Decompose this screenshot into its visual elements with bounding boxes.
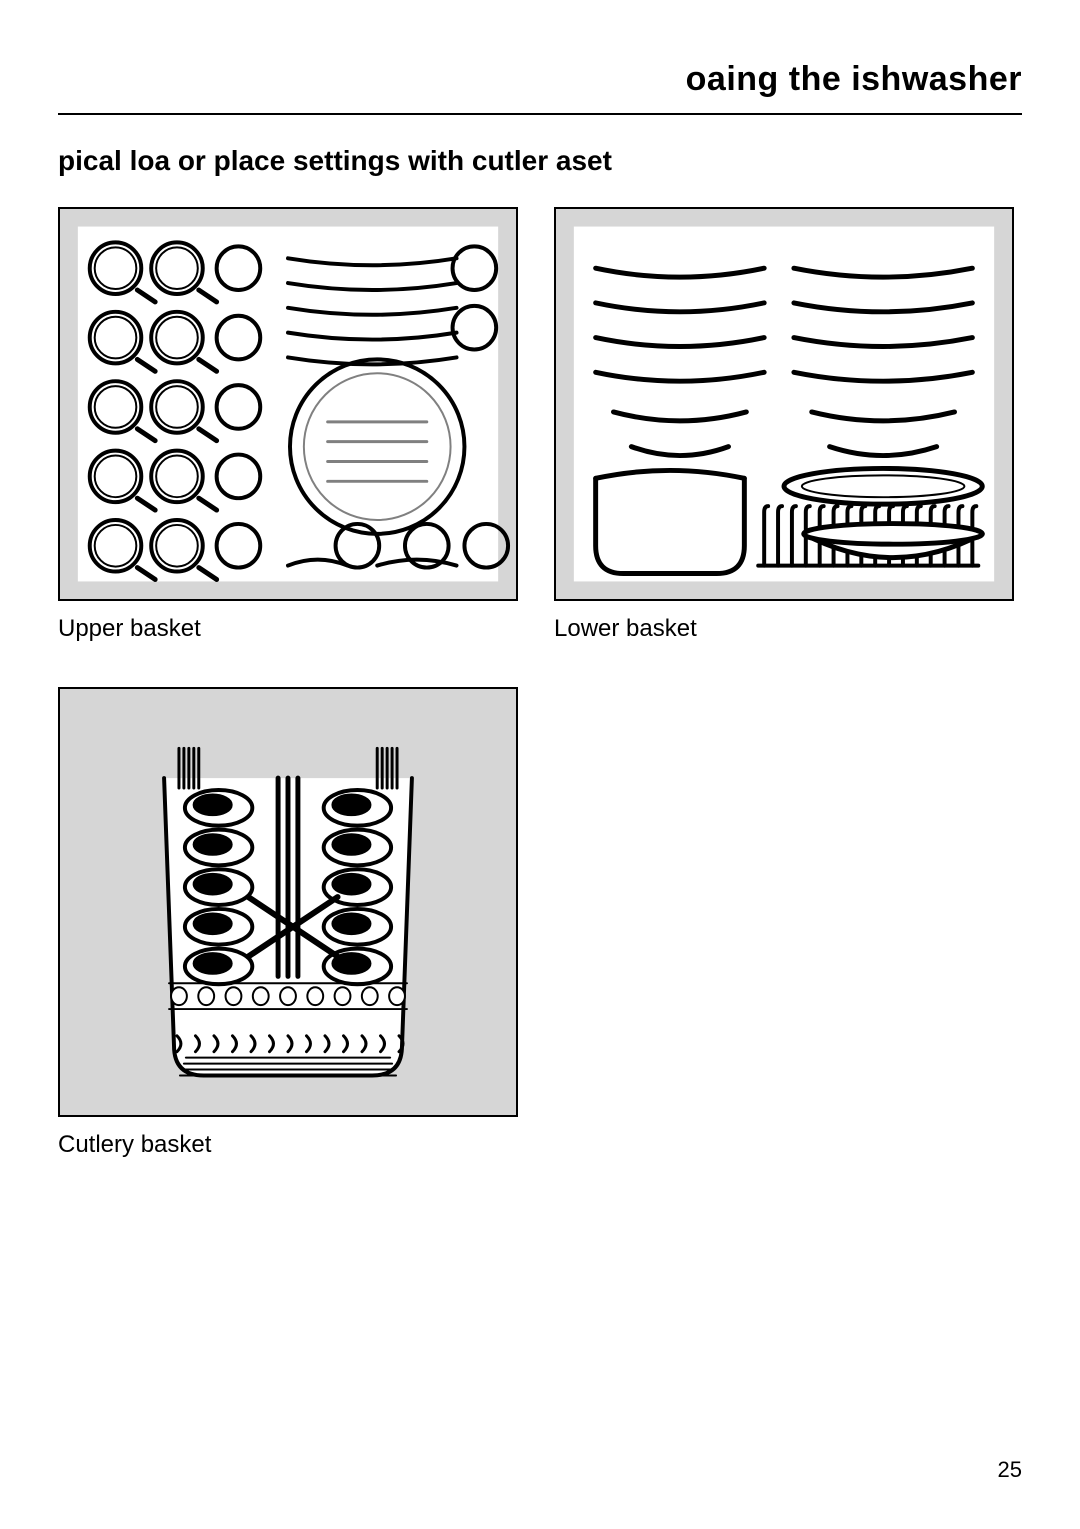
manual-page: oaing the ishwasher pical loa or place s… xyxy=(0,0,1080,1529)
upper-basket-illustration xyxy=(60,207,516,601)
chapter-title: oaing the ishwasher xyxy=(58,60,1022,99)
figure-row-1: Upper basket Lower basket xyxy=(58,207,1022,643)
figure-box-upper xyxy=(58,207,518,601)
cutlery-basket-illustration xyxy=(60,687,516,1117)
title-rule xyxy=(58,113,1022,115)
caption-lower: Lower basket xyxy=(554,615,1014,643)
page-number: 25 xyxy=(998,1457,1022,1483)
section-heading: pical loa or place settings with cutler … xyxy=(58,145,1022,177)
figure-upper-basket: Upper basket xyxy=(58,207,518,643)
figure-lower-basket: Lower basket xyxy=(554,207,1014,643)
lower-basket-illustration xyxy=(556,207,1012,601)
caption-upper: Upper basket xyxy=(58,615,518,643)
caption-cutlery: Cutlery basket xyxy=(58,1131,518,1159)
figure-box-lower xyxy=(554,207,1014,601)
figure-row-2: Cutlery basket xyxy=(58,687,1022,1159)
figure-cutlery-basket: Cutlery basket xyxy=(58,687,518,1159)
figure-box-cutlery xyxy=(58,687,518,1117)
